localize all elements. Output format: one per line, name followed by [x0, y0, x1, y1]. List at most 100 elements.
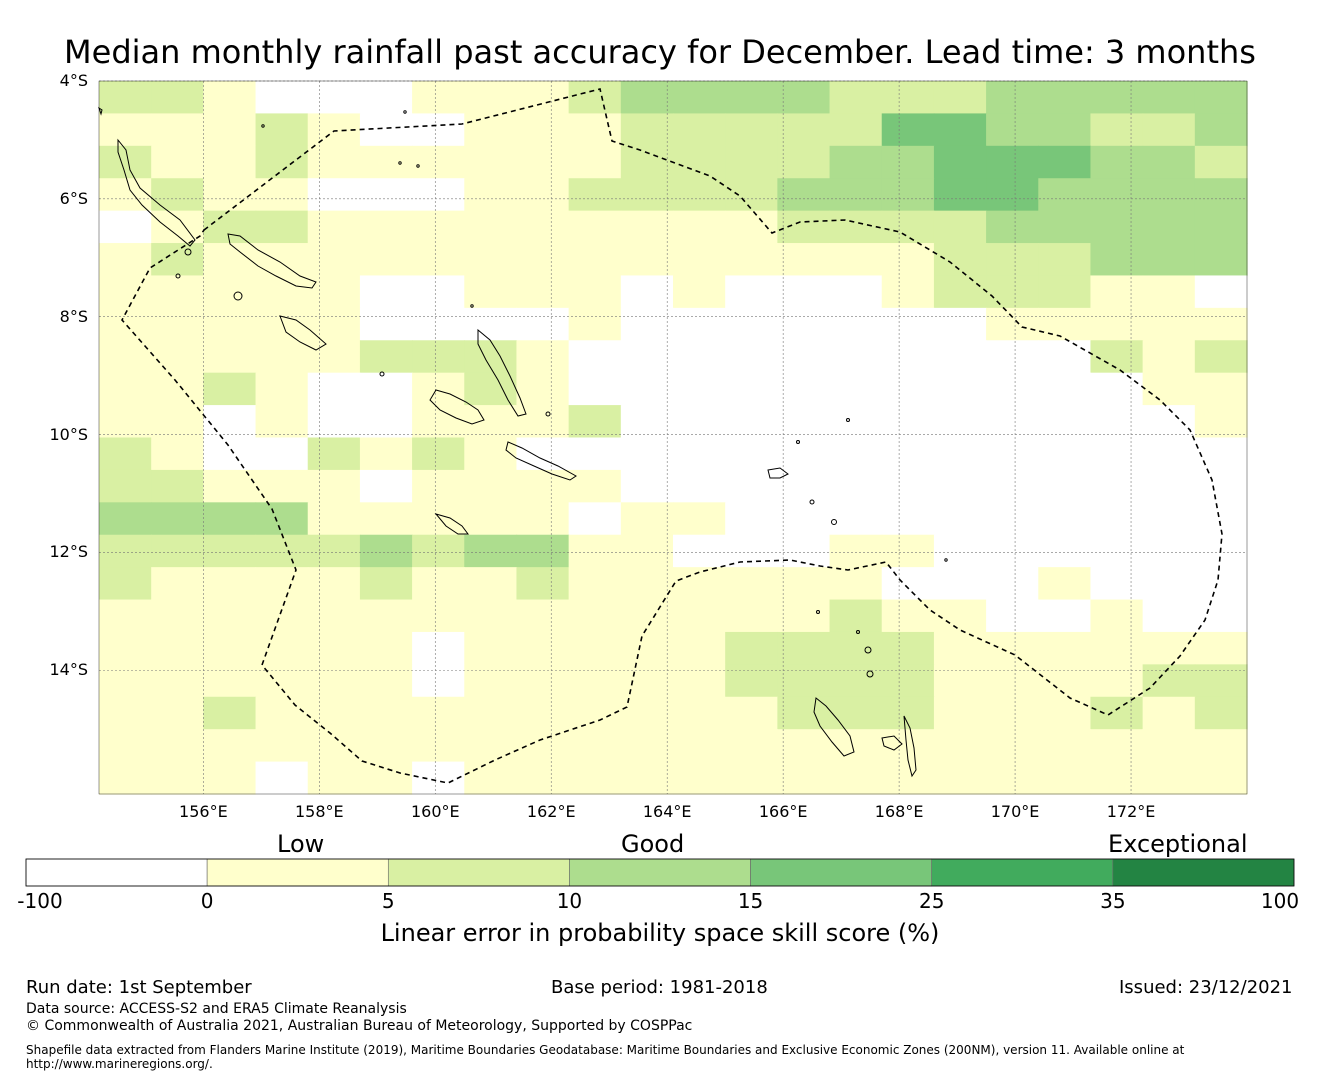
skill-cell	[1194, 178, 1248, 212]
skill-cell	[986, 372, 1039, 406]
skill-cell	[1194, 307, 1248, 341]
colorbar-segment	[569, 858, 751, 887]
colorbar-tick-label: 0	[200, 889, 214, 913]
skill-cell	[620, 243, 674, 277]
skill-cell	[1142, 145, 1196, 179]
skill-cell	[359, 275, 413, 309]
skill-cell	[1090, 567, 1144, 601]
map-title: Median monthly rainfall past accuracy fo…	[64, 33, 1256, 71]
issued-date: Issued: 23/12/2021	[1119, 977, 1293, 998]
skill-cell	[516, 534, 570, 568]
skill-cell	[933, 664, 987, 698]
skill-cell	[516, 307, 570, 341]
islet	[831, 519, 837, 525]
skill-cell	[1038, 178, 1092, 212]
colorbar-frame	[25, 858, 1295, 887]
skill-cell	[933, 405, 987, 439]
islet	[184, 248, 192, 256]
skill-cell	[1142, 599, 1196, 633]
skill-cell	[203, 372, 257, 406]
skill-cell	[359, 210, 413, 244]
skill-cell	[568, 307, 622, 341]
skill-cell	[933, 469, 987, 503]
skill-cell	[359, 664, 413, 698]
skill-cell	[933, 178, 987, 212]
skill-cell	[620, 599, 674, 633]
skill-cell	[1142, 664, 1196, 698]
skill-cell	[725, 664, 778, 698]
skill-cell	[516, 599, 570, 633]
skill-cell	[673, 664, 726, 698]
skill-cell	[151, 405, 204, 439]
skill-cell	[151, 696, 204, 730]
skill-cell	[986, 210, 1039, 244]
skill-cell	[1038, 81, 1092, 115]
colorbar-tick-label: 15	[737, 889, 764, 913]
skill-cell	[412, 729, 465, 763]
skill-cell	[464, 729, 518, 763]
skill-cell	[933, 761, 987, 795]
skill-cell	[412, 275, 465, 309]
skill-cell	[1090, 696, 1144, 730]
skill-cell	[359, 567, 413, 601]
skill-cell	[464, 307, 518, 341]
skill-cell	[1038, 761, 1092, 795]
skill-cell	[673, 696, 726, 730]
skill-cell	[777, 761, 831, 795]
colorbar-tick-label: 5	[381, 889, 395, 913]
skill-cell	[464, 599, 518, 633]
skill-cell	[1194, 631, 1248, 665]
skill-cell	[99, 664, 152, 698]
skill-cell	[673, 243, 726, 277]
skill-cell	[359, 502, 413, 536]
islet	[233, 291, 243, 301]
colorbar-tick-label: 25	[918, 889, 945, 913]
skill-cell	[412, 210, 465, 244]
skill-cell	[151, 145, 204, 179]
skill-cell	[673, 599, 726, 633]
skill-cell	[307, 664, 361, 698]
skill-cell	[986, 664, 1039, 698]
skill-cell	[933, 567, 987, 601]
skill-cell	[1038, 210, 1092, 244]
skill-cell	[725, 631, 778, 665]
copyright: © Commonwealth of Australia 2021, Austra…	[26, 1018, 693, 1034]
skill-cell	[829, 761, 883, 795]
colorbar-label-exceptional: Exceptional	[1108, 830, 1248, 858]
island-ndeni	[434, 513, 469, 535]
skill-cell	[933, 340, 987, 374]
skill-cell	[568, 210, 622, 244]
skill-cell	[412, 534, 465, 568]
skill-cell	[881, 307, 935, 341]
island-malakula	[881, 735, 903, 751]
lat-tick-label: 14°S	[49, 660, 88, 680]
skill-cell	[203, 437, 257, 471]
skill-cell	[516, 210, 570, 244]
skill-cell	[1090, 145, 1144, 179]
skill-cell	[620, 178, 674, 212]
skill-cell	[1090, 469, 1144, 503]
islet	[816, 610, 820, 614]
skill-cell	[464, 469, 518, 503]
skill-cell	[1142, 534, 1196, 568]
lat-tick-label: 4°S	[59, 71, 88, 90]
skill-cell	[725, 469, 778, 503]
skill-cell	[829, 372, 883, 406]
skill-cell	[568, 696, 622, 730]
skill-cell	[412, 145, 465, 179]
skill-cell	[516, 502, 570, 536]
skill-cell	[151, 664, 204, 698]
skill-cell	[933, 696, 987, 730]
skill-cell	[464, 210, 518, 244]
lon-tick-label: 168°E	[874, 802, 924, 821]
skill-cell	[255, 178, 309, 212]
skill-cell	[255, 210, 309, 244]
lat-tick-label: 10°S	[49, 424, 88, 444]
base-period: Base period: 1981-2018	[551, 977, 768, 998]
skill-cell	[203, 696, 257, 730]
skill-cell	[359, 405, 413, 439]
skill-cell	[933, 502, 987, 536]
skill-cell	[881, 81, 935, 115]
skill-cell	[464, 113, 518, 147]
skill-cell	[1142, 340, 1196, 374]
